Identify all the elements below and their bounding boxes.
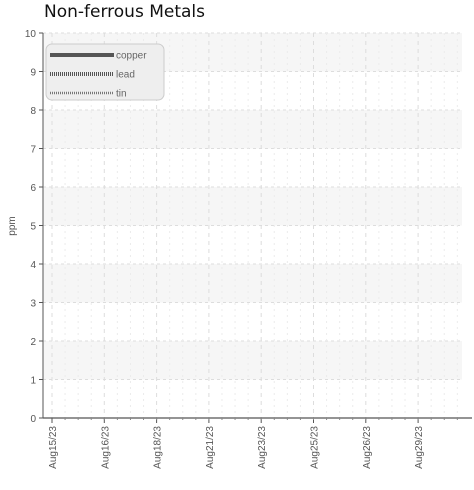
x-tick-label: Aug25/23 xyxy=(310,426,321,469)
x-tick-label: Aug21/23 xyxy=(205,426,216,469)
legend[interactable]: copper lead tin xyxy=(45,43,165,101)
y-tick-label: 4 xyxy=(30,260,36,271)
y-tick-label: 1 xyxy=(30,376,36,387)
x-tick-label: Aug23/23 xyxy=(257,426,268,469)
x-tick-label: Aug29/23 xyxy=(414,426,425,469)
y-tick-label: 5 xyxy=(30,222,36,233)
y-tick-label: 3 xyxy=(30,299,36,310)
y-axis-label: ppm xyxy=(7,216,18,235)
plot-band xyxy=(43,264,462,303)
y-tick-label: 9 xyxy=(30,68,36,79)
x-tick-label: Aug16/23 xyxy=(100,426,111,469)
chart-title: Non-ferrous Metals xyxy=(44,2,206,22)
y-tick-label: 6 xyxy=(30,183,36,194)
plot-band xyxy=(43,187,462,226)
grid-lines xyxy=(43,32,462,418)
y-axis-ticks: 0 1 2 3 4 5 6 7 8 9 10 xyxy=(25,29,43,425)
legend-label-copper: copper xyxy=(116,51,147,62)
x-axis-ticks: Aug15/23 Aug16/23 Aug18/23 Aug21/23 Aug23/23… xyxy=(48,418,458,469)
y-tick-label: 8 xyxy=(30,106,36,117)
x-tick-label: Aug15/23 xyxy=(48,426,59,469)
x-tick-label: Aug18/23 xyxy=(153,426,164,469)
y-tick-label: 7 xyxy=(30,145,36,156)
y-tick-label: 10 xyxy=(25,29,37,40)
y-tick-label: 0 xyxy=(30,414,36,425)
plot-band xyxy=(43,110,462,149)
plot-band xyxy=(43,341,462,380)
x-tick-label: Aug26/23 xyxy=(362,426,373,469)
legend-label-tin: tin xyxy=(116,89,127,100)
y-tick-label: 2 xyxy=(30,337,36,348)
legend-label-lead: lead xyxy=(116,70,135,81)
